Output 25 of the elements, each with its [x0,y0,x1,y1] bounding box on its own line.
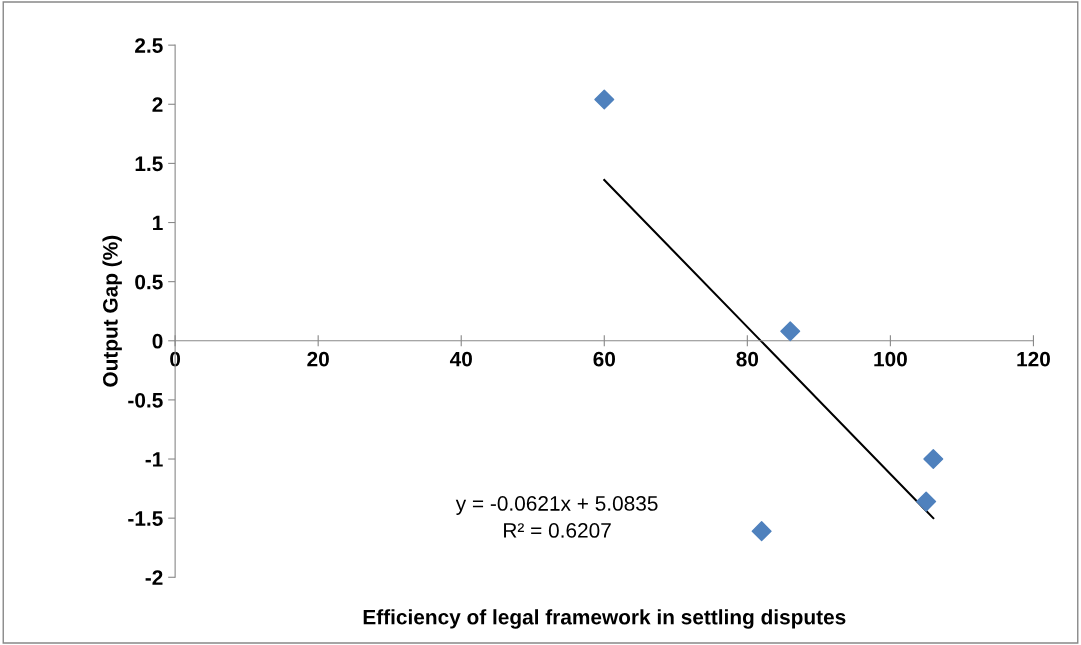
y-axis-title: Output Gap (%) [102,235,122,387]
point [916,491,937,512]
annotation: y = -0.0621x + 5.0835 R² = 0.6207 [455,496,658,538]
y-tick-label: 1 [153,215,163,231]
y-tick-label: -1.5 [128,511,163,526]
y-tick-label: 1.5 [135,156,163,172]
y-tick-label: -1 [145,452,163,467]
y-tick-label: -2 [145,570,163,585]
y-tick-label: 0.5 [135,274,163,290]
point [923,449,944,470]
point [780,321,801,342]
y-tick-label: -0.5 [128,392,163,408]
y-tick-label: 0 [152,333,163,349]
x-tick-label: 40 [449,351,472,367]
y-tick-label: 2.5 [135,38,163,53]
x-tick-label: 0 [170,351,181,367]
x-tick-label: 80 [736,351,759,367]
x-tick-label: 20 [307,351,329,367]
x-tick-label: 100 [874,351,907,367]
y-tick-label: 2 [152,97,163,112]
x-tick-label: 120 [1017,351,1050,367]
x-axis-title: Efficiency of legal framework in settling disputes [363,609,846,629]
x-tick-label: 60 [593,351,616,367]
point [594,89,615,110]
point [751,521,772,542]
